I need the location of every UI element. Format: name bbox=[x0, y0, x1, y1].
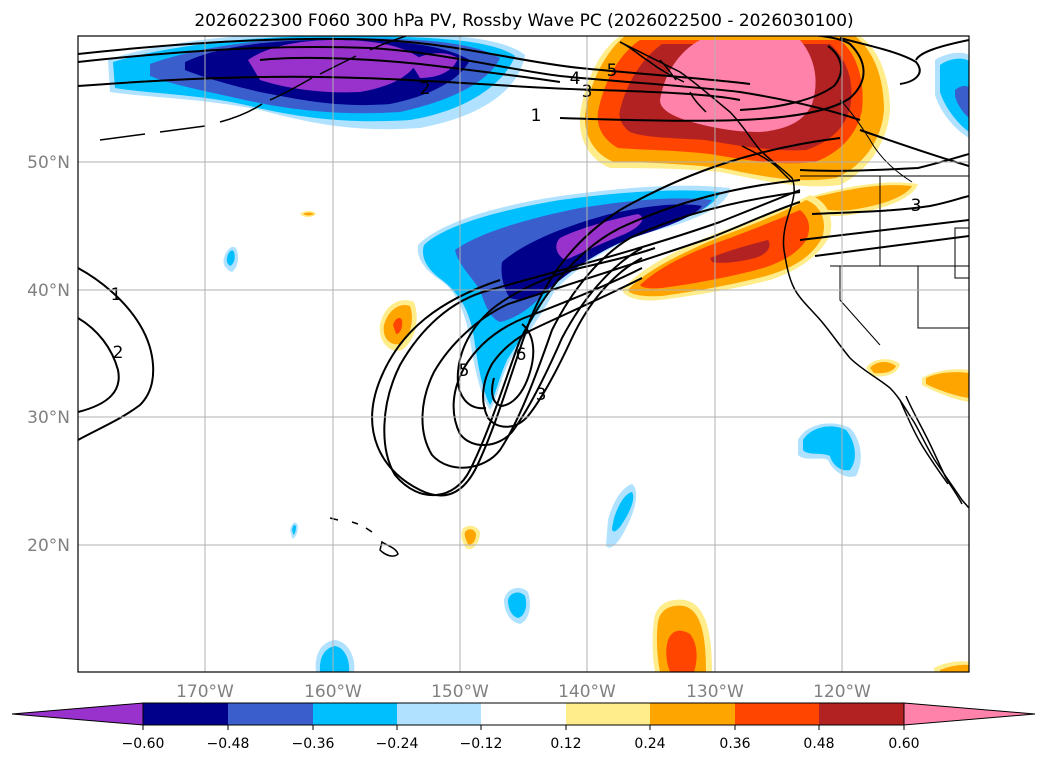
colorbar-bin bbox=[481, 703, 566, 725]
lon-label-170w: 170°W bbox=[176, 682, 234, 702]
colorbar-tick-label: 0.48 bbox=[803, 736, 834, 752]
colorbar-tick-label: 0.24 bbox=[634, 736, 665, 752]
colorbar-frame bbox=[142, 702, 905, 726]
colorbar: −0.60 −0.48 −0.36 −0.24 −0.12 0.12 0.24 … bbox=[11, 702, 1036, 752]
lat-label-30n: 30°N bbox=[27, 408, 70, 428]
lon-label-120w: 120°W bbox=[813, 682, 871, 702]
colorbar-tick-label: −0.12 bbox=[460, 736, 503, 752]
negative-anomaly-north-pacific bbox=[108, 36, 525, 130]
contour-label: 4 bbox=[570, 69, 581, 89]
gridlines bbox=[78, 36, 969, 672]
colorbar-tick-label: 0.60 bbox=[888, 736, 919, 752]
contour-label: 6 bbox=[516, 345, 527, 365]
map-area: 5 4 3 1 2 1 2 5 6 3 3 bbox=[78, 36, 969, 672]
latitude-labels: 50°N 40°N 30°N 20°N bbox=[27, 153, 70, 556]
colorbar-bin bbox=[650, 703, 735, 725]
colorbar-bin bbox=[397, 703, 481, 725]
positive-anomaly-southwest-band bbox=[622, 195, 832, 301]
colorbar-tick-label: 0.36 bbox=[719, 736, 750, 752]
lon-label-150w: 150°W bbox=[431, 682, 489, 702]
colorbar-bin bbox=[143, 703, 228, 725]
map-title: 2026022300 F060 300 hPa PV, Rossby Wave … bbox=[194, 11, 853, 31]
colorbar-extend-low bbox=[11, 702, 144, 726]
contour-label: 5 bbox=[607, 61, 618, 81]
colorbar-bin bbox=[735, 703, 819, 725]
colorbar-tick-label: 0.12 bbox=[550, 736, 581, 752]
contour-label: 1 bbox=[111, 285, 122, 305]
lat-label-40n: 40°N bbox=[27, 281, 70, 301]
longitude-labels: 170°W 160°W 150°W 140°W 130°W 120°W bbox=[176, 682, 871, 702]
political-boundaries bbox=[800, 99, 969, 346]
lat-label-20n: 20°N bbox=[27, 536, 70, 556]
contour-label: 1 bbox=[531, 106, 542, 126]
colorbar-extend-high bbox=[903, 702, 1036, 726]
colorbar-ticks bbox=[142, 725, 905, 730]
positive-anomaly-small-patches bbox=[300, 211, 969, 672]
coastlines bbox=[99, 36, 969, 557]
positive-anomaly-east-coast bbox=[800, 182, 918, 216]
contour-label: 5 bbox=[459, 361, 470, 381]
colorbar-bin bbox=[313, 703, 397, 725]
colorbar-tick-label: −0.48 bbox=[207, 736, 250, 752]
colorbar-bin bbox=[228, 703, 313, 725]
lon-label-130w: 130°W bbox=[686, 682, 744, 702]
lon-label-160w: 160°W bbox=[304, 682, 362, 702]
contour-label: 2 bbox=[420, 79, 431, 99]
negative-anomaly-northeast bbox=[935, 52, 969, 138]
contour-label: 3 bbox=[536, 385, 547, 405]
positive-anomaly-ridge bbox=[579, 36, 890, 187]
lon-label-140w: 140°W bbox=[558, 682, 616, 702]
colorbar-bin bbox=[819, 703, 904, 725]
colorbar-tick-label: −0.24 bbox=[376, 736, 419, 752]
colorbar-bin bbox=[566, 703, 650, 725]
lat-label-50n: 50°N bbox=[27, 153, 70, 173]
map-frame bbox=[77, 35, 970, 673]
contour-label: 2 bbox=[113, 343, 124, 363]
colorbar-tick-label: −0.36 bbox=[292, 736, 335, 752]
contour-label: 3 bbox=[911, 196, 922, 216]
colorbar-tick-label: −0.60 bbox=[122, 736, 165, 752]
